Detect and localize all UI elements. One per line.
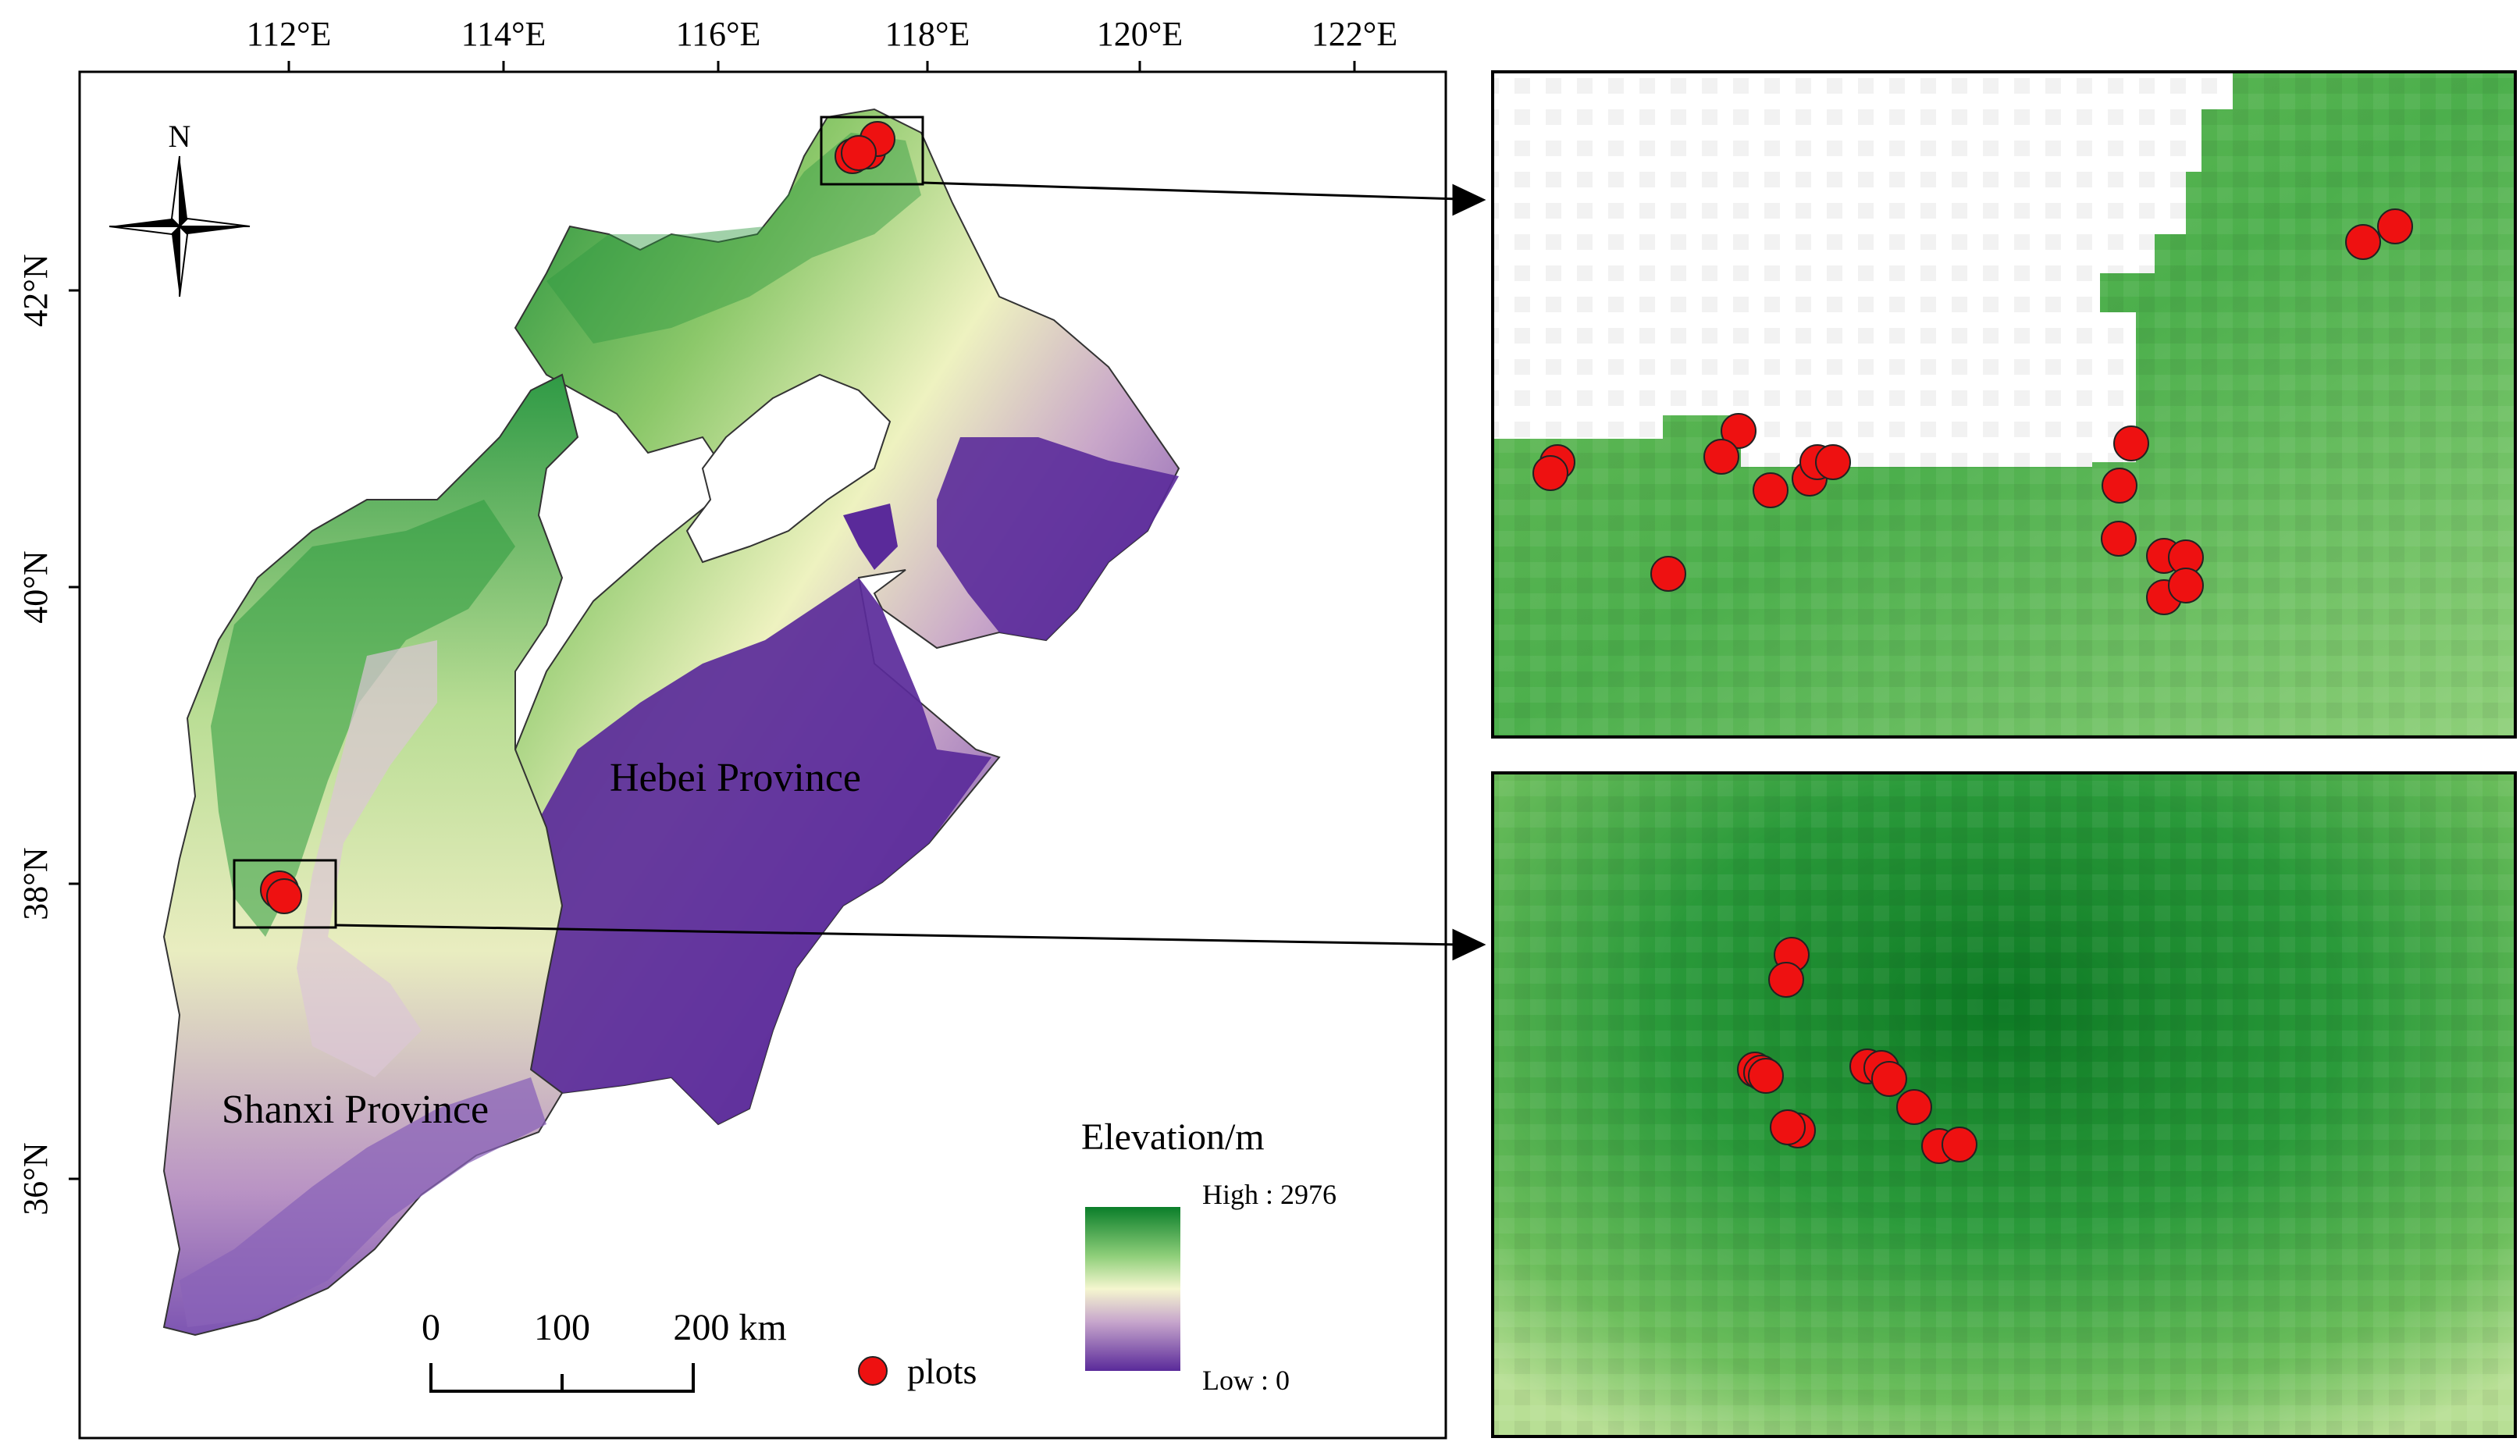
lon-tick-label: 122°E (1312, 15, 1397, 53)
beijing-tianjin-gap (685, 373, 892, 564)
plot-marker (1815, 444, 1851, 480)
plot-marker (1768, 962, 1804, 998)
north-inset-plots (1532, 208, 2413, 615)
legend: plots Elevation/m High : 2976 Low : 0 (858, 1116, 1337, 1396)
north-inset-frame (1491, 70, 2517, 739)
plot-marker (1703, 439, 1739, 475)
plot-marker (2102, 468, 2137, 504)
plot-marker (1871, 1061, 1907, 1097)
south-inset-panel (1491, 771, 2517, 1438)
plot-marker (1650, 556, 1686, 592)
main-map-plots (260, 121, 895, 914)
shanxi-province-label: Shanxi Province (222, 1088, 489, 1132)
plot-marker (1532, 455, 1568, 491)
lat-tick-label: 42°N (16, 254, 55, 326)
shanxi-south-lowland (180, 1077, 546, 1327)
elevation-legend-title: Elevation/m (1081, 1116, 1265, 1158)
plot-marker (1896, 1089, 1932, 1125)
scale-label: 200 km (673, 1307, 786, 1348)
lat-tick-label: 40°N (16, 550, 55, 623)
latitude-ticks: 42°N 40°N 38°N 36°N (16, 254, 80, 1216)
north-arrow-icon (109, 155, 251, 297)
lon-tick-label: 118°E (885, 15, 970, 53)
plot-marker (1753, 472, 1789, 508)
south-inset-frame (1491, 771, 2517, 1438)
hebei-plain (531, 578, 991, 1124)
south-inset-box (233, 859, 337, 929)
shanxi-mountains (211, 500, 515, 937)
north-label: N (169, 119, 191, 154)
plot-marker (1770, 1109, 1806, 1145)
hebei-east-lowland (937, 437, 1179, 640)
plot-marker (2377, 208, 2413, 244)
lon-tick-label: 116°E (676, 15, 761, 53)
plot-marker (2101, 521, 2137, 557)
lat-tick-label: 38°N (16, 847, 55, 920)
scale-label: 0 (422, 1307, 440, 1348)
inset-connectors (335, 181, 1486, 961)
plot-marker (1721, 413, 1757, 449)
main-map-panel: 112°E 114°E 116°E 118°E 120°E 122°E 42°N… (16, 15, 1486, 1440)
south-inset-plots (1737, 937, 1977, 1164)
shanxi-valley (297, 640, 437, 1077)
plot-marker (2345, 224, 2381, 260)
plot-marker (841, 135, 877, 171)
lon-tick-label: 112°E (247, 15, 332, 53)
scale-bar: 0 100 200 km (422, 1307, 787, 1393)
plot-marker (1942, 1127, 1977, 1162)
elevation-color-ramp (1085, 1207, 1180, 1371)
longitude-ticks: 112°E 114°E 116°E 118°E 120°E 122°E (247, 15, 1397, 72)
plots-legend-label: plots (907, 1351, 977, 1391)
plot-marker (2168, 568, 2204, 603)
north-inset-box (820, 116, 924, 186)
lon-tick-label: 120°E (1097, 15, 1183, 53)
scale-label: 100 (534, 1307, 590, 1348)
elevation-high-label: High : 2976 (1202, 1179, 1337, 1210)
lon-tick-label: 114°E (461, 15, 546, 53)
plot-marker (1748, 1058, 1784, 1094)
plots-legend-marker (858, 1356, 888, 1386)
plot-marker (266, 878, 302, 914)
hebei-province-label: Hebei Province (610, 756, 861, 800)
lat-tick-label: 36°N (16, 1142, 55, 1215)
elevation-low-label: Low : 0 (1202, 1365, 1290, 1396)
plot-marker (2113, 425, 2149, 461)
north-inset-panel (1491, 70, 2517, 739)
hebei-islet (843, 504, 898, 570)
